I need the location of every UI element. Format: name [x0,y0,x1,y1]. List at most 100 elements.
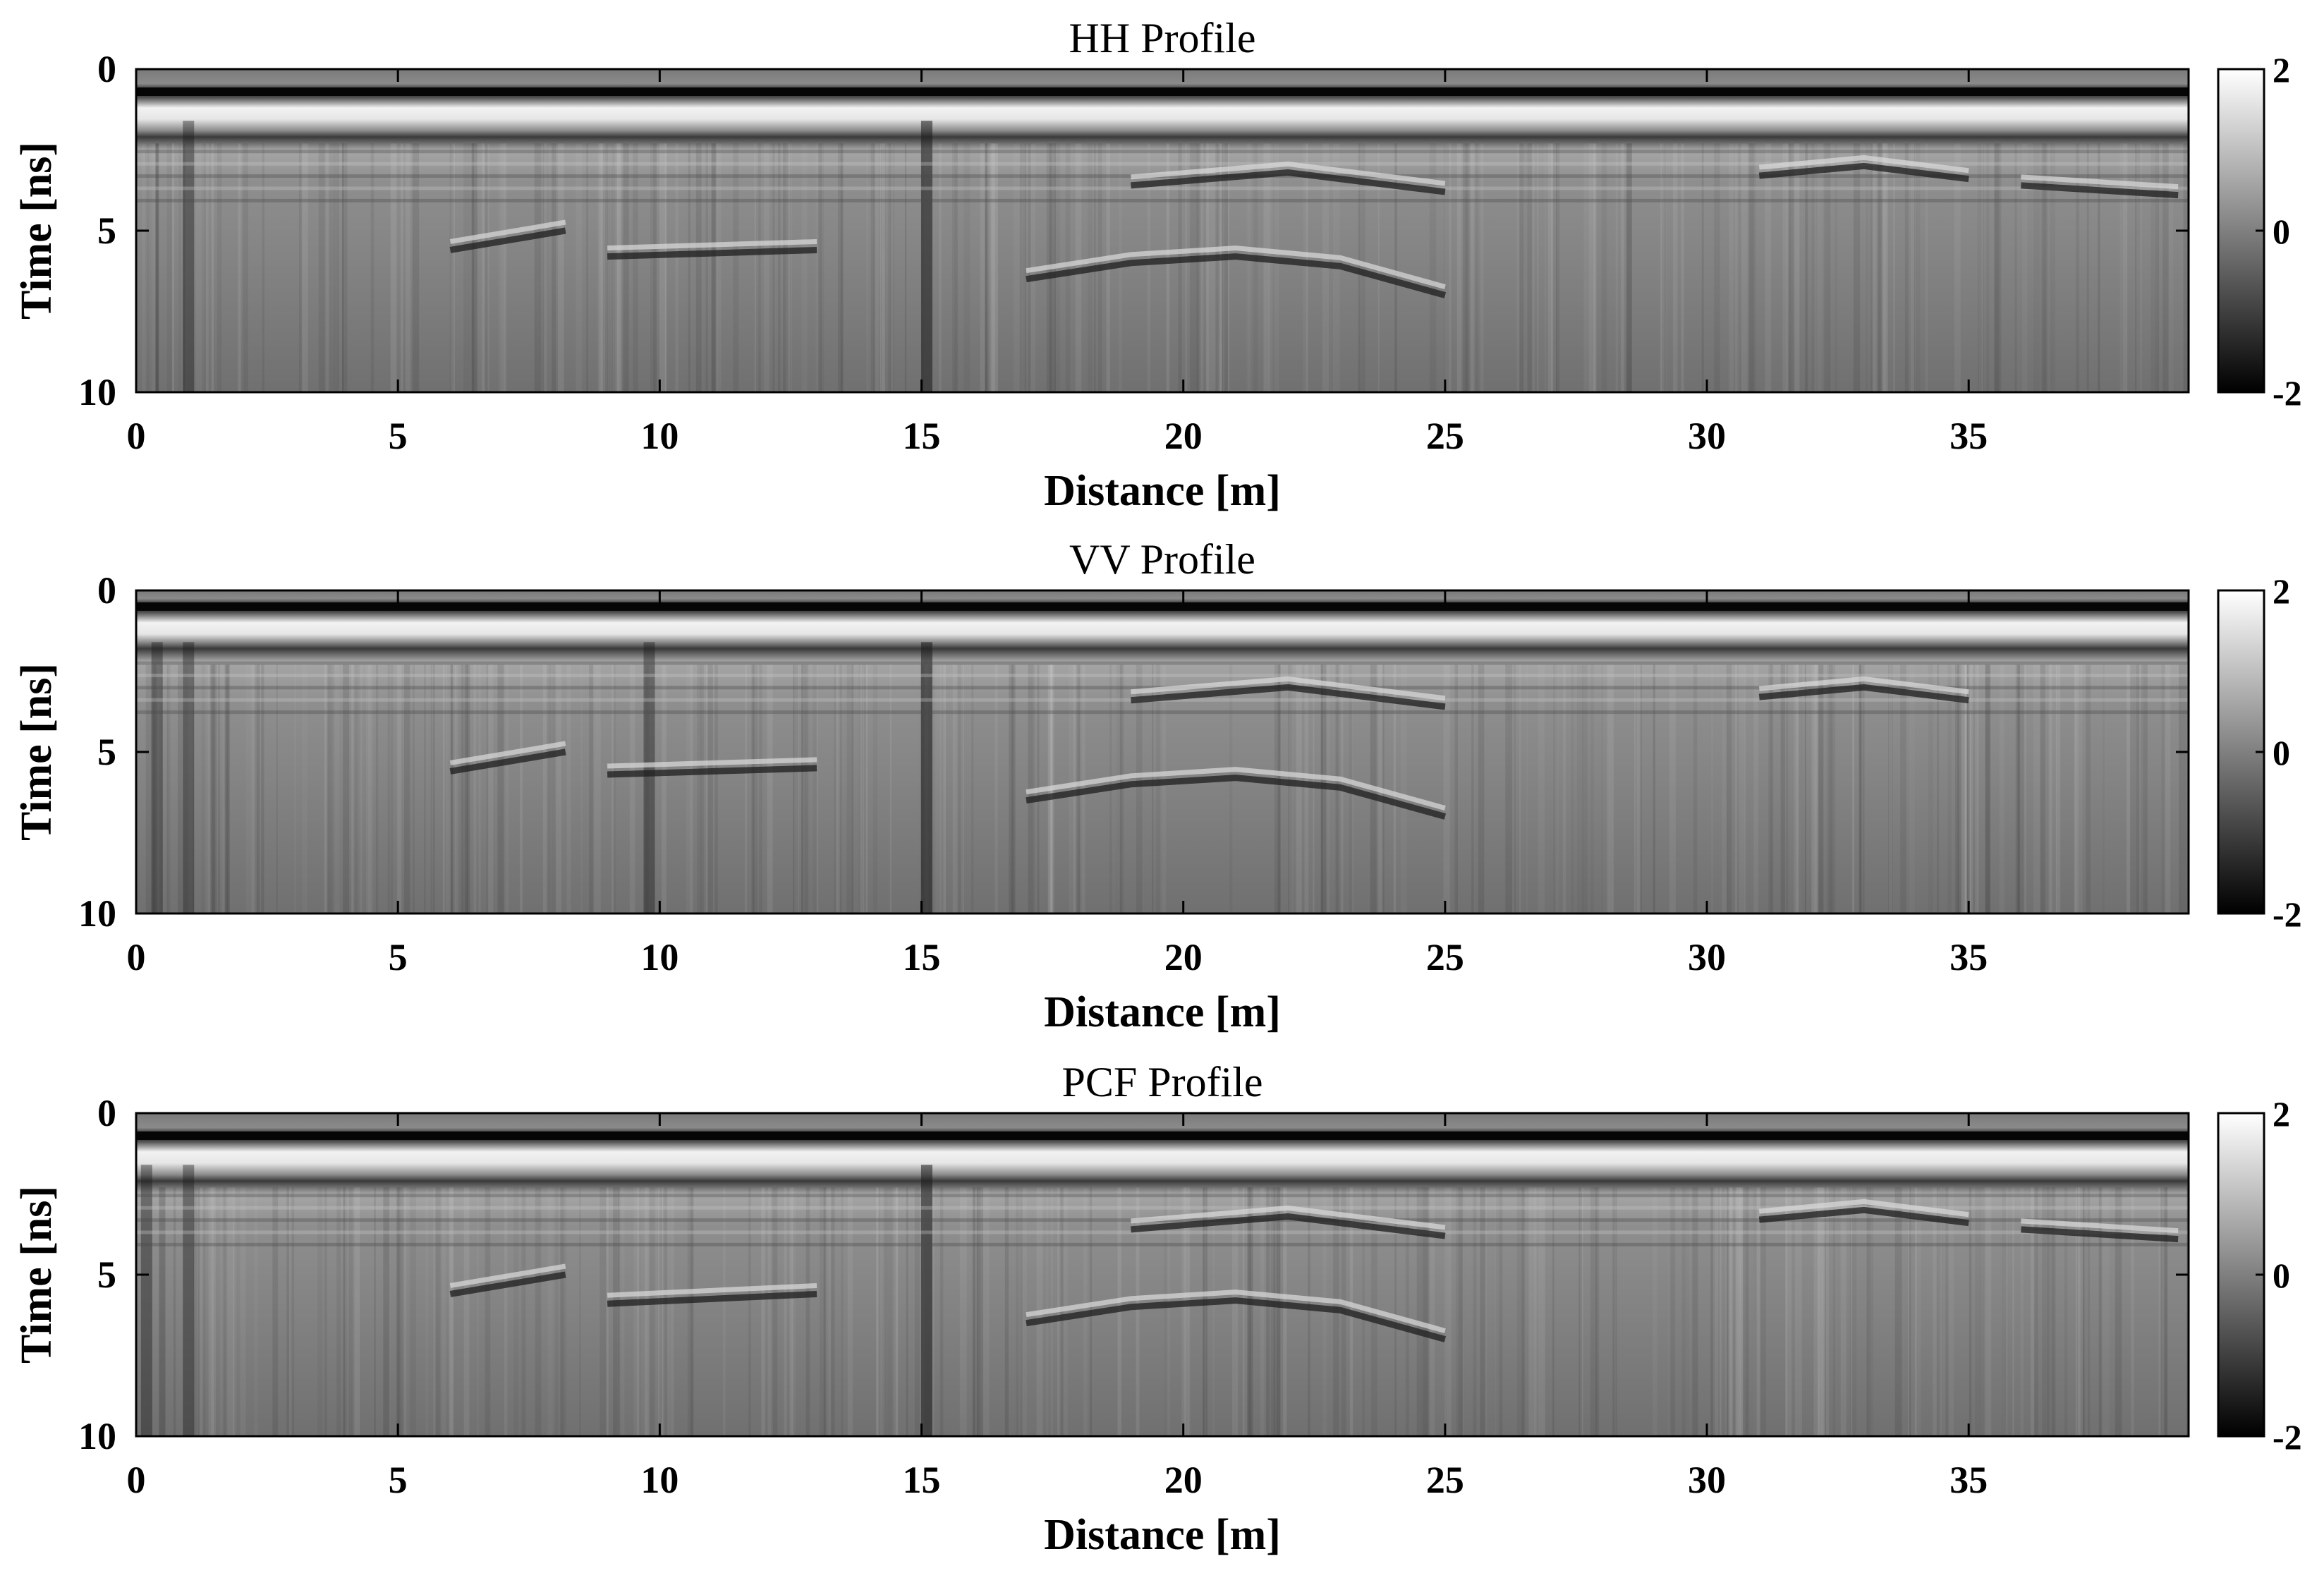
texture-streak [991,143,998,392]
texture-streak [1911,143,1915,392]
texture-streak [1965,664,1967,914]
reflector-curve [2021,182,2179,199]
texture-streak [334,143,336,392]
texture-streak [838,664,842,914]
texture-streak [1811,664,1817,914]
texture-streak [1217,143,1223,392]
texture-streak [733,143,739,392]
texture-streak [1721,664,1727,914]
texture-streak [1959,664,1965,914]
texture-streak [1059,1187,1064,1436]
texture-streak [472,143,475,392]
texture-streak [1888,664,1893,914]
texture-streak [486,664,489,914]
texture-streak [1219,143,1222,392]
texture-streak [1076,664,1080,914]
texture-streak [1894,1187,1902,1436]
texture-streak [1975,1187,1983,1436]
texture-streak [1914,1187,1921,1436]
texture-streak [298,143,302,392]
texture-streak [1765,143,1772,392]
texture-streak [1969,664,1973,914]
texture-streak [2017,664,2020,914]
y-tick-label: 0 [97,569,116,612]
texture-streak [1785,1187,1792,1436]
texture-streak [767,664,773,914]
y-tick-label: 5 [97,1254,116,1296]
chart-title: PCF Profile [1061,1059,1263,1105]
texture-streak [1835,143,1837,392]
texture-streak [1009,664,1016,914]
texture-streak [1446,1187,1452,1436]
texture-streak [1978,143,1982,392]
texture-streak [1277,664,1281,914]
texture-streak [2077,1187,2084,1436]
texture-streak [1466,143,1468,392]
texture-streak [1794,1187,1802,1436]
texture-streak [2141,664,2143,914]
x-tick-label: 30 [1688,415,1726,457]
texture-streak [286,1187,290,1436]
texture-streak [396,1187,399,1436]
texture-streak [1727,1187,1730,1436]
texture-streak [2014,143,2017,392]
texture-streak [1840,1187,1847,1436]
texture-streak [758,143,761,392]
texture-streak [1538,664,1545,914]
texture-streak [156,143,159,392]
texture-streak [1867,143,1870,392]
texture-streak [1635,664,1643,914]
texture-streak [1636,664,1641,914]
texture-streak [240,1187,246,1436]
texture-streak [888,143,894,392]
texture-streak [1303,143,1306,392]
texture-streak [789,1187,793,1436]
texture-streak [818,143,822,392]
texture-streak [1724,1187,1728,1436]
texture-streak [1660,143,1667,392]
texture-streak [155,143,159,392]
texture-streak [504,143,507,392]
texture-streak [193,1187,197,1436]
texture-streak [1120,664,1122,914]
texture-streak [1814,143,1817,392]
texture-streak [992,143,999,392]
texture-streak [208,664,212,914]
texture-streak [2098,1187,2102,1436]
reflector-curve [607,238,817,251]
x-tick-label: 35 [1949,936,1988,978]
texture-streak [294,664,296,914]
texture-streak [977,1187,984,1436]
texture-streak [2042,143,2047,392]
texture-streak [612,143,615,392]
texture-streak [1878,143,1883,392]
texture-streak [847,1187,853,1436]
dark-vertical-band [183,121,195,392]
x-tick-label: 30 [1688,1459,1726,1501]
texture-streak [891,143,894,392]
texture-streak [387,664,391,914]
texture-streak [222,1187,226,1436]
texture-streak [1669,1187,1676,1436]
texture-streak [2141,664,2148,914]
texture-streak [435,1187,442,1436]
texture-streak [202,1187,206,1436]
chart-title: HH Profile [1069,15,1256,61]
colorbar-tick-label: 2 [2273,571,2290,611]
texture-streak [2115,1187,2122,1436]
colorbar-tick-label: 2 [2273,1094,2290,1134]
texture-streak [896,1187,898,1436]
texture-streak [952,664,959,914]
texture-streak [358,664,363,914]
reflector-curve [1131,162,1446,186]
texture-streak [1516,143,1520,392]
texture-streak [985,143,988,392]
texture-streak [302,143,308,392]
texture-streak [401,1187,406,1436]
texture-streak [1273,1187,1281,1436]
texture-streak [412,143,420,392]
texture-streak [433,664,435,914]
texture-streak [1852,664,1854,914]
texture-streak [805,1187,810,1436]
dark-vertical-band [920,642,932,914]
